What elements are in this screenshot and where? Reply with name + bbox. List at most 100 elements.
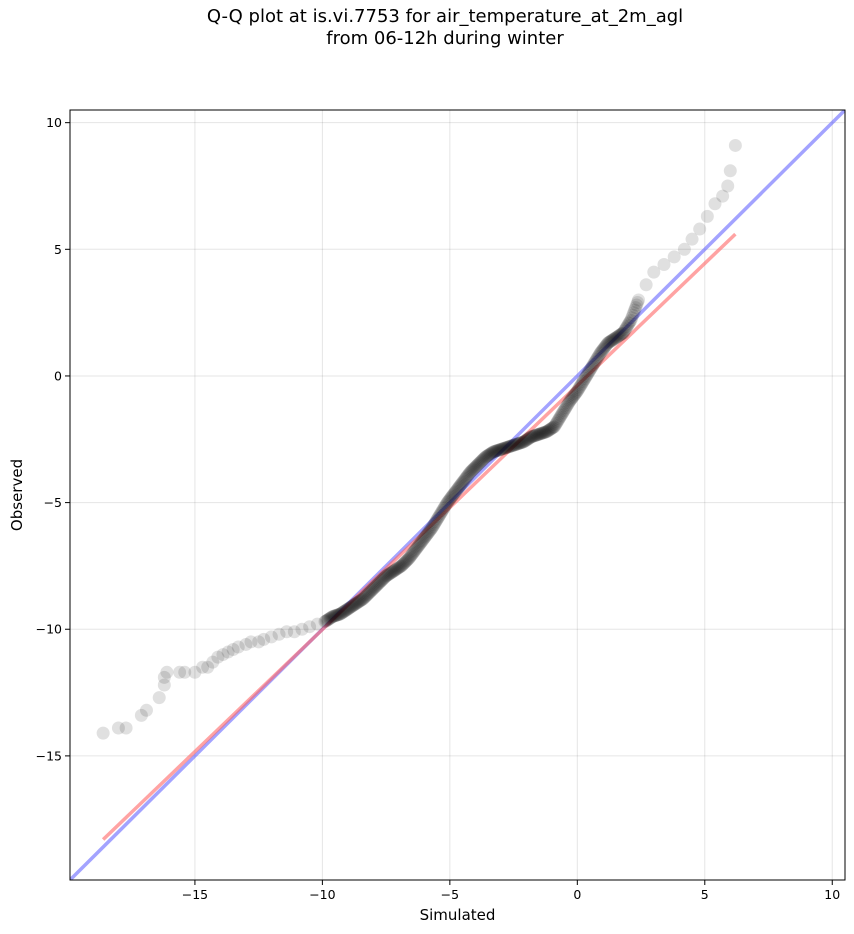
qq-point [583,364,597,378]
qq-point [553,410,567,424]
qq-point [450,483,464,497]
qq-point [525,429,539,443]
qq-point [578,371,592,385]
x-tick-label: 10 [824,887,840,902]
qq-point [379,569,393,583]
qq-point [386,565,400,579]
qq-point [505,439,519,453]
qq-point [280,625,294,639]
qq-point [472,457,486,471]
y-tick-label: −15 [36,748,62,763]
qq-point [581,367,595,381]
qq-point [596,342,610,356]
qq-point [538,425,552,439]
qq-point [327,609,341,623]
qq-point [357,591,371,605]
qq-point [226,643,240,657]
qq-point [631,296,645,309]
chart-title-line2: from 06-12h during winter [326,28,564,49]
qq-point [448,485,462,499]
qq-point [593,346,607,360]
qq-point [368,580,382,594]
qq-point [480,449,494,463]
qq-point [413,537,427,551]
qq-point [521,432,535,446]
qq-point [591,349,605,363]
qq-point [391,561,405,575]
y-tick-label: −5 [44,495,62,510]
qq-point [376,572,390,586]
qq-point [417,531,431,545]
qq-point [359,589,373,603]
qq-point [264,630,278,644]
qq-point [570,384,584,398]
qq-point [561,397,575,411]
reference-line [70,110,845,880]
qq-point [598,340,612,354]
qq-point [433,508,447,522]
qq-point [444,491,458,505]
qq-point [447,487,461,501]
qq-point [394,559,408,573]
qq-point [466,462,480,476]
qq-point [507,438,521,452]
qq-point [564,393,578,407]
qq-point [599,339,613,353]
qq-point [543,423,557,437]
qq-point [610,330,624,344]
qq-point [487,445,501,459]
qq-point [529,428,543,442]
qq-point [584,362,598,376]
qq-point [611,329,625,343]
qq-point [257,632,271,646]
qq-point [512,436,526,450]
qq-point [539,425,553,439]
plot-frame [69,109,846,881]
qq-point [431,511,445,525]
x-tick-label: 5 [701,887,709,902]
qq-point [535,426,549,440]
qq-point [325,610,339,624]
qq-point [350,596,364,610]
qq-point [537,426,551,440]
qq-point [388,563,402,577]
qq-point [586,359,600,373]
qq-point [618,323,632,337]
qq-point [416,532,430,546]
qq-point [606,333,620,347]
x-tick-label: −10 [309,887,335,902]
qq-point [389,563,403,577]
qq-point [617,324,631,338]
qq-point [432,510,446,524]
qq-point [422,525,436,539]
qq-point [426,519,440,533]
qq-point [438,499,452,513]
qq-point [495,442,509,456]
qq-point [647,265,661,279]
qq-point [440,496,454,510]
qq-point [630,298,644,312]
qq-point [427,518,441,532]
qq-point [477,452,491,466]
qq-point [352,594,366,608]
qq-point [348,598,362,612]
qq-point [331,608,345,622]
qq-point [442,493,456,507]
qq-point [410,541,424,555]
qq-point [211,650,225,664]
qq-point [429,515,443,529]
qq-point [415,534,429,548]
qq-point [614,327,628,341]
qq-point [393,560,407,574]
chart-title-line1: Q-Q plot at is.vi.7753 for air_temperatu… [206,6,684,27]
qq-point [603,335,617,349]
qq-point [334,606,348,620]
qq-point [356,592,370,606]
qq-point [613,328,627,342]
qq-point [558,402,572,416]
qq-point [345,599,359,613]
qq-point [657,258,671,272]
qq-point [542,423,556,437]
qq-point [411,540,425,554]
